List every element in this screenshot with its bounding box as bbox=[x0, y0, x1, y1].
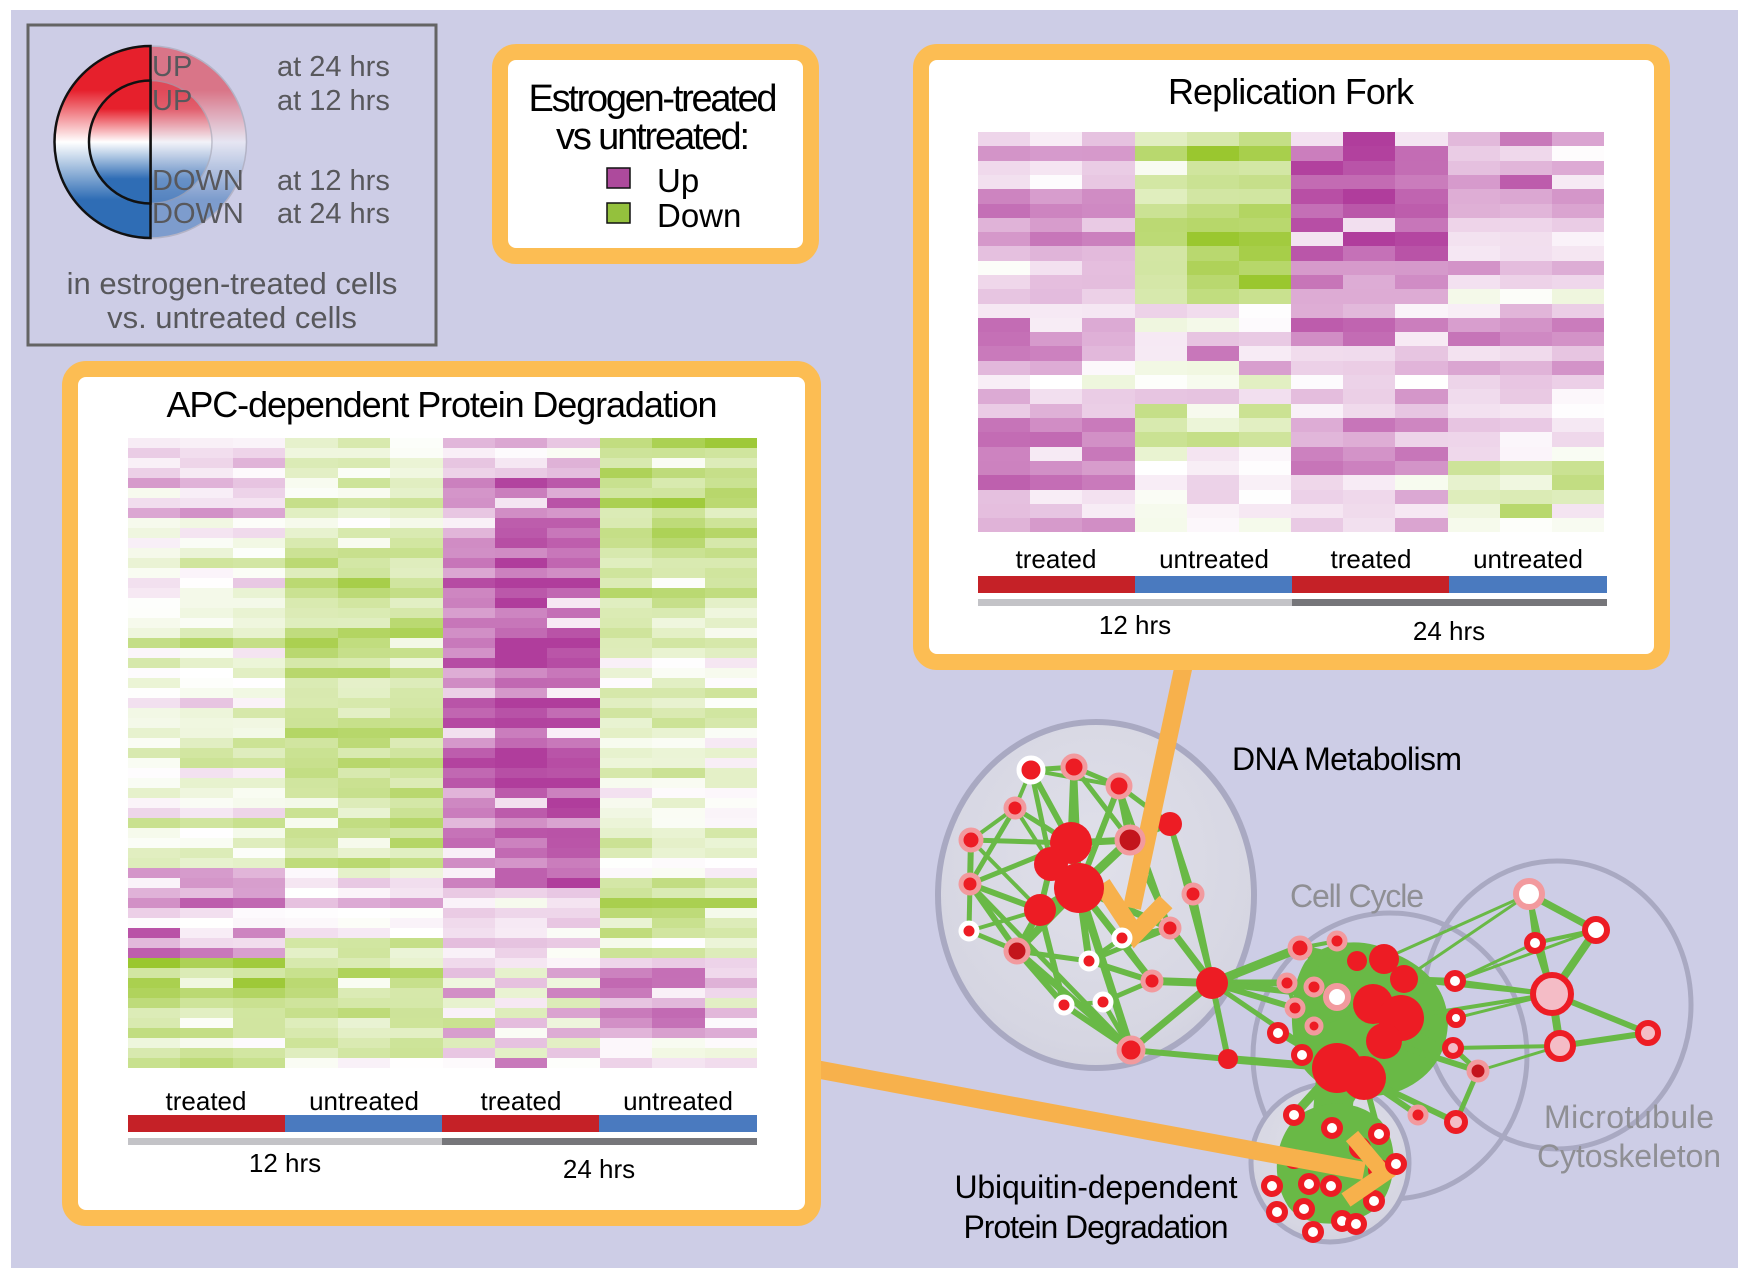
svg-text:24 hrs: 24 hrs bbox=[1413, 616, 1485, 646]
svg-text:at 24 hrs: at 24 hrs bbox=[277, 51, 390, 83]
svg-text:in estrogen-treated cells: in estrogen-treated cells bbox=[67, 266, 398, 301]
svg-text:treated: treated bbox=[1016, 544, 1097, 574]
svg-text:12 hrs: 12 hrs bbox=[249, 1148, 321, 1178]
svg-text:untreated: untreated bbox=[1159, 544, 1269, 574]
svg-text:treated: treated bbox=[166, 1086, 247, 1116]
svg-text:Replication Fork: Replication Fork bbox=[1168, 71, 1415, 112]
svg-text:Protein Degradation: Protein Degradation bbox=[964, 1209, 1229, 1245]
svg-text:12 hrs: 12 hrs bbox=[1099, 610, 1171, 640]
svg-text:Up: Up bbox=[657, 162, 699, 199]
svg-text:Down: Down bbox=[657, 197, 741, 234]
svg-text:at 12 hrs: at 12 hrs bbox=[277, 85, 390, 117]
svg-text:treated: treated bbox=[481, 1086, 562, 1116]
svg-text:APC-dependent Protein Degradat: APC-dependent Protein Degradation bbox=[167, 384, 718, 425]
svg-text:vs untreated:: vs untreated: bbox=[556, 116, 750, 158]
svg-text:Estrogen-treated: Estrogen-treated bbox=[529, 78, 778, 120]
svg-text:untreated: untreated bbox=[1473, 544, 1583, 574]
svg-text:vs. untreated cells: vs. untreated cells bbox=[107, 300, 357, 335]
svg-text:UP: UP bbox=[152, 51, 192, 83]
svg-text:at 12 hrs: at 12 hrs bbox=[277, 165, 390, 197]
svg-text:UP: UP bbox=[152, 85, 192, 117]
svg-text:DOWN: DOWN bbox=[152, 165, 244, 197]
svg-text:DNA Metabolism: DNA Metabolism bbox=[1232, 741, 1462, 777]
svg-text:Ubiquitin-dependent: Ubiquitin-dependent bbox=[955, 1169, 1238, 1205]
svg-text:DOWN: DOWN bbox=[152, 198, 244, 230]
svg-text:untreated: untreated bbox=[309, 1086, 419, 1116]
svg-text:Cell Cycle: Cell Cycle bbox=[1290, 878, 1424, 914]
svg-text:Cytoskeleton: Cytoskeleton bbox=[1537, 1138, 1721, 1174]
svg-text:treated: treated bbox=[1331, 544, 1412, 574]
svg-text:untreated: untreated bbox=[623, 1086, 733, 1116]
svg-text:at 24 hrs: at 24 hrs bbox=[277, 198, 390, 230]
svg-text:24 hrs: 24 hrs bbox=[563, 1154, 635, 1184]
svg-text:Microtubule: Microtubule bbox=[1544, 1099, 1714, 1135]
